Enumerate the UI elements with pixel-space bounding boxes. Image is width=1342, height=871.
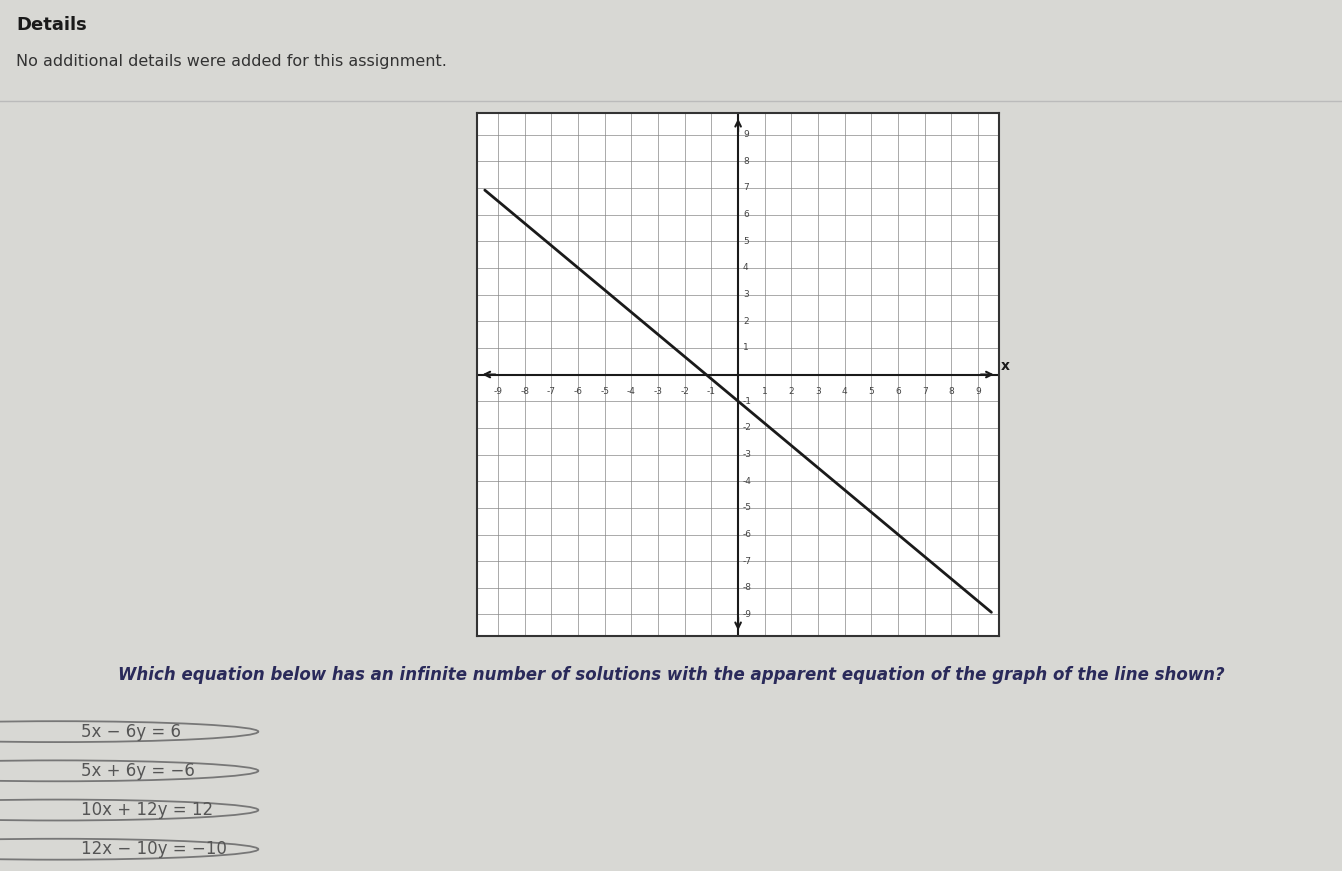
- Text: -2: -2: [743, 423, 752, 432]
- Text: -6: -6: [743, 530, 752, 539]
- Text: 12x − 10y = −10: 12x − 10y = −10: [81, 841, 227, 858]
- Text: 1: 1: [743, 343, 749, 353]
- Text: 8: 8: [949, 387, 954, 395]
- Text: 4: 4: [841, 387, 848, 395]
- Text: 3: 3: [743, 290, 749, 299]
- Text: x: x: [1001, 359, 1009, 373]
- Text: -3: -3: [743, 450, 752, 459]
- Text: 3: 3: [815, 387, 821, 395]
- Text: 6: 6: [895, 387, 900, 395]
- Text: -8: -8: [743, 584, 752, 592]
- Text: -6: -6: [573, 387, 582, 395]
- Text: -7: -7: [743, 557, 752, 565]
- Text: -4: -4: [743, 476, 752, 486]
- Text: Which equation below has an infinite number of solutions with the apparent equat: Which equation below has an infinite num…: [118, 666, 1224, 684]
- Text: -2: -2: [680, 387, 690, 395]
- Text: 10x + 12y = 12: 10x + 12y = 12: [81, 801, 212, 819]
- Text: 5x − 6y = 6: 5x − 6y = 6: [81, 723, 181, 740]
- Text: Details: Details: [16, 16, 87, 34]
- Text: -5: -5: [600, 387, 609, 395]
- Text: 1: 1: [762, 387, 768, 395]
- Text: 2: 2: [789, 387, 794, 395]
- Text: -9: -9: [743, 610, 752, 619]
- Text: -8: -8: [521, 387, 529, 395]
- Text: 9: 9: [743, 130, 749, 139]
- Text: 6: 6: [743, 210, 749, 219]
- Text: 5x + 6y = −6: 5x + 6y = −6: [81, 762, 195, 780]
- Text: 2: 2: [743, 317, 749, 326]
- Text: -9: -9: [494, 387, 503, 395]
- Text: -4: -4: [627, 387, 636, 395]
- Text: -3: -3: [654, 387, 663, 395]
- Text: 5: 5: [743, 237, 749, 246]
- Text: -5: -5: [743, 503, 752, 512]
- Text: No additional details were added for this assignment.: No additional details were added for thi…: [16, 54, 447, 70]
- Text: 5: 5: [868, 387, 874, 395]
- Text: 7: 7: [743, 184, 749, 192]
- Text: -1: -1: [743, 396, 752, 406]
- Text: -1: -1: [707, 387, 715, 395]
- Text: 4: 4: [743, 263, 749, 273]
- Text: 9: 9: [976, 387, 981, 395]
- Text: 8: 8: [743, 157, 749, 165]
- Text: 7: 7: [922, 387, 927, 395]
- Text: -7: -7: [548, 387, 556, 395]
